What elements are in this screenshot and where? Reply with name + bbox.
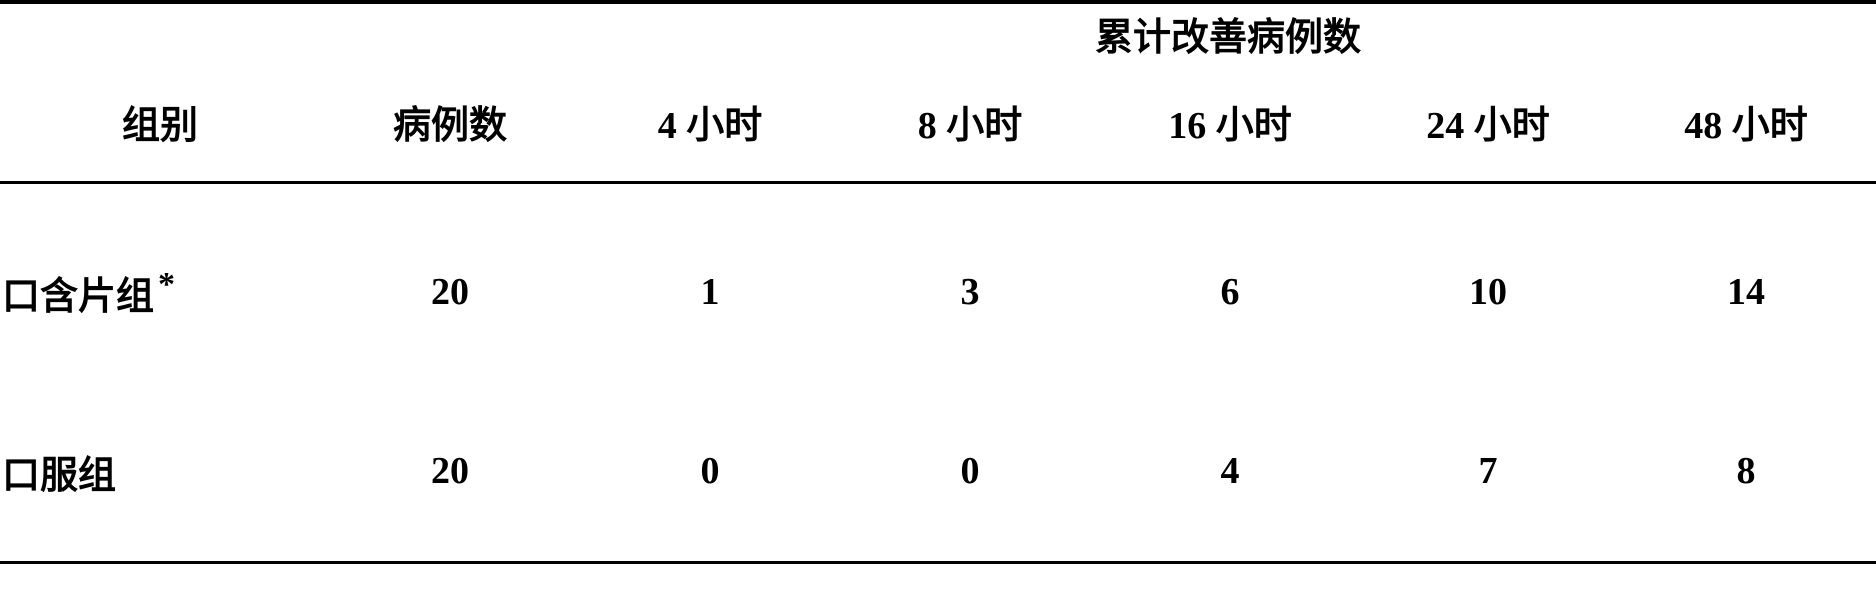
cases-cell: 20 [320, 382, 580, 562]
group-label: 口服组 [2, 455, 116, 497]
value-cell: 8 [1616, 382, 1876, 562]
table-row: 口服组 20 0 0 4 7 8 [0, 382, 1876, 562]
cases-cell: 20 [320, 202, 580, 382]
value-cell: 1 [580, 202, 840, 382]
col-48h: 48 小时 [1616, 62, 1876, 182]
value-cell: 14 [1616, 202, 1876, 382]
value-cell: 6 [1100, 202, 1360, 382]
col-24h: 24 小时 [1360, 62, 1616, 182]
value-cell: 0 [580, 382, 840, 562]
col-16h: 16 小时 [1100, 62, 1360, 182]
asterisk-marker: * [158, 266, 175, 303]
col-4h: 4 小时 [580, 62, 840, 182]
table-gap-row [0, 182, 1876, 202]
page: 累计改善病例数 组别 病例数 4 小时 8 小时 16 小时 24 小时 48 … [0, 0, 1876, 600]
col-8h: 8 小时 [840, 62, 1100, 182]
table-header-row: 组别 病例数 4 小时 8 小时 16 小时 24 小时 48 小时 [0, 62, 1876, 182]
clinical-table: 累计改善病例数 组别 病例数 4 小时 8 小时 16 小时 24 小时 48 … [0, 0, 1876, 564]
value-cell: 0 [840, 382, 1100, 562]
group-cell: 口服组 [0, 382, 320, 562]
col-group: 组别 [0, 62, 320, 182]
value-cell: 4 [1100, 382, 1360, 562]
value-cell: 3 [840, 202, 1100, 382]
table-row: 口含片组* 20 1 3 6 10 14 [0, 202, 1876, 382]
span-header: 累计改善病例数 [580, 2, 1876, 62]
group-cell: 口含片组* [0, 202, 320, 382]
col-cases: 病例数 [320, 62, 580, 182]
value-cell: 7 [1360, 382, 1616, 562]
table-header-span-row: 累计改善病例数 [0, 2, 1876, 62]
group-label: 口含片组 [2, 276, 154, 318]
value-cell: 10 [1360, 202, 1616, 382]
